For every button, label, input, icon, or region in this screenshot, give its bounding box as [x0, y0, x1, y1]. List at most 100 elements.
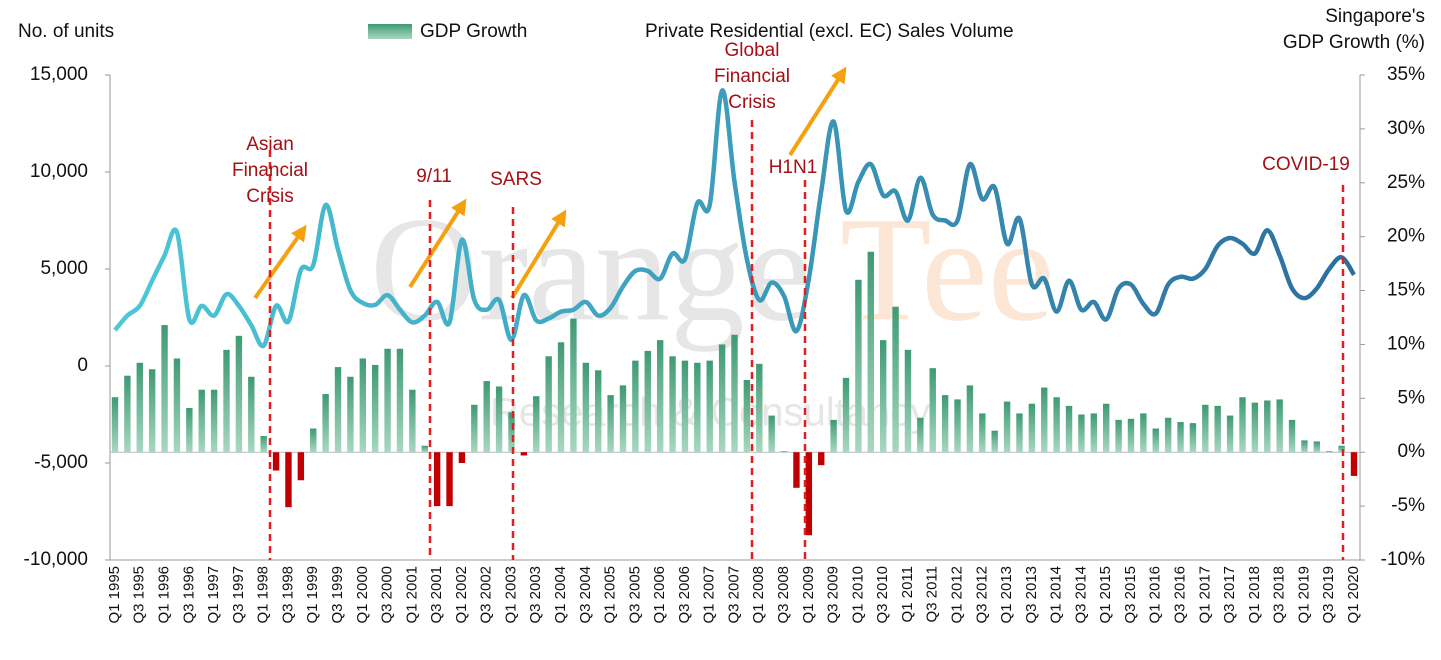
bar: [495, 386, 503, 453]
y-tick-label: 5,000: [40, 258, 88, 279]
bar: [198, 389, 205, 453]
legend-swatch: [368, 24, 412, 39]
bar: [1202, 404, 1209, 453]
x-tick-label: Q3 2009: [825, 566, 842, 624]
x-tick-label: Q3 2012: [973, 566, 990, 624]
x-tick-label: Q1 1998: [255, 566, 272, 624]
x-tick-label: Q1 2017: [1196, 566, 1213, 624]
bar: [656, 340, 664, 453]
bar: [669, 356, 676, 453]
bar: [1226, 415, 1234, 453]
bar: [1115, 419, 1122, 453]
x-tick-label: Q1 1995: [106, 566, 123, 624]
bar: [1214, 405, 1221, 453]
bar: [917, 417, 924, 453]
bar: [173, 358, 181, 453]
bar: [1189, 423, 1197, 453]
y2-axis-title: Singapore's: [1325, 6, 1425, 27]
x-tick-label: Q1 2010: [849, 566, 866, 624]
x-tick-label: Q3 2001: [428, 566, 445, 624]
x-tick-label: Q1 2016: [1147, 566, 1164, 624]
bar: [471, 404, 478, 453]
bar: [1338, 445, 1345, 453]
x-tick-label: Q3 2005: [626, 566, 643, 624]
x-tick-label: Q3 2011: [924, 566, 941, 622]
bar: [756, 363, 763, 453]
bar: [1078, 414, 1085, 453]
bar: [1053, 397, 1060, 453]
annotation: Asian: [246, 134, 294, 155]
y2-tick-label: -5%: [1391, 495, 1425, 516]
bar: [1313, 441, 1321, 453]
x-tick-label: Q1 2003: [502, 566, 519, 624]
bar: [1103, 403, 1110, 453]
x-tick-label: Q3 2017: [1221, 566, 1238, 624]
y2-tick-label: 35%: [1387, 64, 1425, 85]
bar: [136, 362, 143, 453]
x-tick-label: Q1 2015: [1097, 566, 1114, 624]
x-tick-label: Q3 2019: [1320, 566, 1337, 624]
y2-tick-label: 20%: [1387, 226, 1425, 247]
bar: [780, 451, 788, 453]
y2-tick-label: 5%: [1398, 387, 1426, 408]
bar: [979, 413, 986, 453]
y-tick-label: -5,000: [34, 452, 88, 473]
legend-label: Private Residential (excl. EC) Sales Vol…: [645, 21, 1014, 42]
y-axis-title: No. of units: [18, 21, 114, 42]
bar: [1239, 397, 1246, 453]
bar: [1264, 400, 1271, 453]
bar: [545, 356, 552, 453]
x-tick-label: Q3 2002: [478, 566, 495, 624]
bar: [768, 415, 775, 453]
y2-tick-label: 25%: [1387, 172, 1425, 193]
x-tick-label: Q3 1995: [131, 566, 148, 624]
legend-label: GDP Growth: [420, 21, 527, 42]
x-tick-label: Q1 2005: [602, 566, 619, 624]
x-tick-label: Q1 2014: [1048, 566, 1065, 624]
y-tick-label: 0: [77, 355, 88, 376]
x-tick-label: Q3 1997: [230, 566, 247, 624]
bar: [644, 350, 651, 453]
x-tick-label: Q1 2013: [998, 566, 1015, 624]
arrow: [408, 198, 467, 289]
x-tick-label: Q1 1997: [205, 566, 222, 624]
bar: [929, 368, 936, 453]
y2-tick-label: -10%: [1381, 549, 1425, 570]
bar: [186, 408, 193, 453]
x-tick-label: Q3 1999: [329, 566, 346, 624]
bar: [1350, 452, 1358, 476]
bar: [619, 385, 627, 453]
arrow: [510, 209, 567, 300]
y2-tick-label: 0%: [1398, 441, 1426, 462]
bar: [421, 445, 428, 453]
x-tick-label: Q3 1998: [279, 566, 296, 624]
bar: [731, 334, 738, 453]
bar: [1164, 417, 1172, 453]
bar: [1140, 413, 1147, 453]
y-tick-label: 10,000: [30, 161, 88, 182]
x-tick-label: Q1 2020: [1345, 566, 1362, 624]
bar: [1041, 387, 1048, 453]
x-tick-label: Q3 2006: [676, 566, 693, 624]
annotation: Crisis: [728, 92, 776, 113]
x-tick-label: Q1 2009: [800, 566, 817, 624]
bar: [743, 380, 751, 453]
x-tick-label: Q3 2018: [1271, 566, 1288, 624]
bar: [508, 412, 515, 453]
bar: [892, 306, 899, 453]
bar: [396, 348, 404, 453]
arrow: [253, 224, 307, 300]
x-tick-label: Q3 2000: [379, 566, 396, 624]
bar: [124, 375, 131, 453]
arrow: [788, 66, 847, 157]
bar: [557, 342, 565, 453]
bar: [359, 358, 366, 453]
bar: [1065, 405, 1073, 453]
bar: [842, 377, 850, 453]
bar: [384, 348, 391, 453]
y2-tick-label: 15%: [1387, 280, 1425, 301]
bar: [1127, 418, 1135, 453]
bar: [223, 349, 230, 453]
bar: [210, 389, 218, 453]
annotation: SARS: [490, 169, 542, 190]
